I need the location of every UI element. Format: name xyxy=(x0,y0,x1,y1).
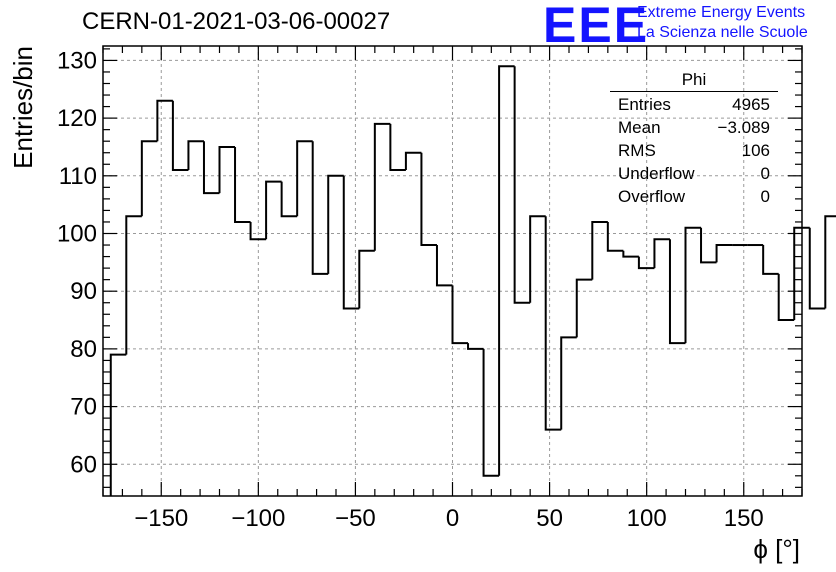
y-tick-label: 110 xyxy=(59,163,97,190)
histogram-bin xyxy=(700,227,717,264)
logo-caption: Extreme Energy Events La Scienza nelle S… xyxy=(637,3,808,43)
logo-caption-line2: La Scienza nelle Scuole xyxy=(637,24,808,41)
histogram-bin xyxy=(187,140,204,171)
histogram-bin xyxy=(358,249,375,309)
stats-value: 106 xyxy=(741,141,770,160)
y-tick-label: 130 xyxy=(57,47,97,74)
histogram-bin xyxy=(249,221,267,241)
histogram-bin xyxy=(591,220,608,280)
histogram-bin xyxy=(389,123,406,172)
histogram-bin xyxy=(451,285,469,345)
histogram-bin xyxy=(327,174,344,274)
y-tick-label: 70 xyxy=(70,394,97,421)
eee-logo: EEE xyxy=(543,0,650,53)
histogram-bin xyxy=(544,216,562,431)
histogram-bin xyxy=(575,278,593,338)
y-tick-label: 100 xyxy=(57,221,97,248)
plot-title: CERN-01-2021-03-06-00027 xyxy=(82,8,391,35)
y-tick-label: 120 xyxy=(57,105,97,132)
histogram-bin xyxy=(684,226,702,344)
stats-label: Mean xyxy=(618,118,661,137)
histogram-bin xyxy=(824,215,836,309)
histogram-bin xyxy=(280,181,298,218)
histogram-bin xyxy=(808,227,826,310)
x-axis-label: ϕ [°] xyxy=(753,534,800,564)
histogram-bin xyxy=(606,221,624,252)
histogram-bin xyxy=(715,244,733,263)
histogram-bin xyxy=(482,348,500,477)
histogram-bin xyxy=(498,65,515,476)
histogram-bin xyxy=(777,273,795,322)
x-tick-label: 50 xyxy=(536,505,563,532)
stats-box: Phi Entries 4965 Mean −3.089 RMS 106 Und… xyxy=(610,70,778,208)
histogram-bin xyxy=(171,100,189,172)
histogram-bin xyxy=(762,245,779,275)
histogram-bin xyxy=(622,250,639,258)
y-tick-label: 60 xyxy=(70,451,97,478)
histogram-bin xyxy=(637,256,655,270)
stats-value: −3.089 xyxy=(717,118,770,137)
histogram-bin xyxy=(404,151,422,171)
histogram-bin xyxy=(529,215,546,303)
histogram-bin xyxy=(125,215,142,355)
histogram-bin xyxy=(156,99,173,142)
stats-row-underflow: Underflow 0 xyxy=(610,162,778,185)
histogram-bin xyxy=(218,145,236,194)
histogram-bin xyxy=(311,141,329,275)
histogram-bin xyxy=(467,343,484,350)
stats-value: 4965 xyxy=(732,95,770,114)
histogram-bin xyxy=(373,122,391,251)
histogram-bin xyxy=(420,152,437,247)
y-tick-label: 90 xyxy=(70,278,97,305)
histogram-bin xyxy=(435,245,453,287)
histogram-bin xyxy=(140,140,158,217)
histogram-bin xyxy=(560,336,577,430)
stats-title: Phi xyxy=(610,70,778,92)
stats-label: Overflow xyxy=(618,187,686,206)
histogram-bin xyxy=(668,239,686,345)
histogram-bin xyxy=(234,146,251,223)
histogram-bin xyxy=(653,238,670,269)
stats-row-overflow: Overflow 0 xyxy=(610,185,778,208)
stats-label: Underflow xyxy=(618,164,695,183)
x-tick-label: −50 xyxy=(335,505,376,532)
logo-caption-line1: Extreme Energy Events xyxy=(637,4,806,21)
stats-label: RMS xyxy=(618,141,656,160)
histogram-bin xyxy=(296,140,313,217)
histogram-bin xyxy=(202,141,220,195)
histogram-bin xyxy=(342,175,360,310)
histogram-bin xyxy=(793,226,810,321)
x-tick-label: 150 xyxy=(724,505,764,532)
y-tick-label: 80 xyxy=(70,336,97,363)
x-tick-label: −150 xyxy=(134,505,188,532)
histogram-bin xyxy=(513,66,531,304)
stats-value: 0 xyxy=(760,187,770,206)
stats-row-rms: RMS 106 xyxy=(610,139,778,162)
histogram-bin xyxy=(109,353,127,496)
stats-row-mean: Mean −3.089 xyxy=(610,116,778,139)
stats-label: Entries xyxy=(618,95,671,114)
stats-row-entries: Entries 4965 xyxy=(610,93,778,116)
x-tick-label: 100 xyxy=(627,505,667,532)
histogram-bin xyxy=(265,180,282,240)
x-tick-label: 0 xyxy=(446,505,459,532)
x-tick-label: −100 xyxy=(231,505,285,532)
y-axis-label: Entries/bin xyxy=(8,46,38,169)
stats-value: 0 xyxy=(760,164,770,183)
